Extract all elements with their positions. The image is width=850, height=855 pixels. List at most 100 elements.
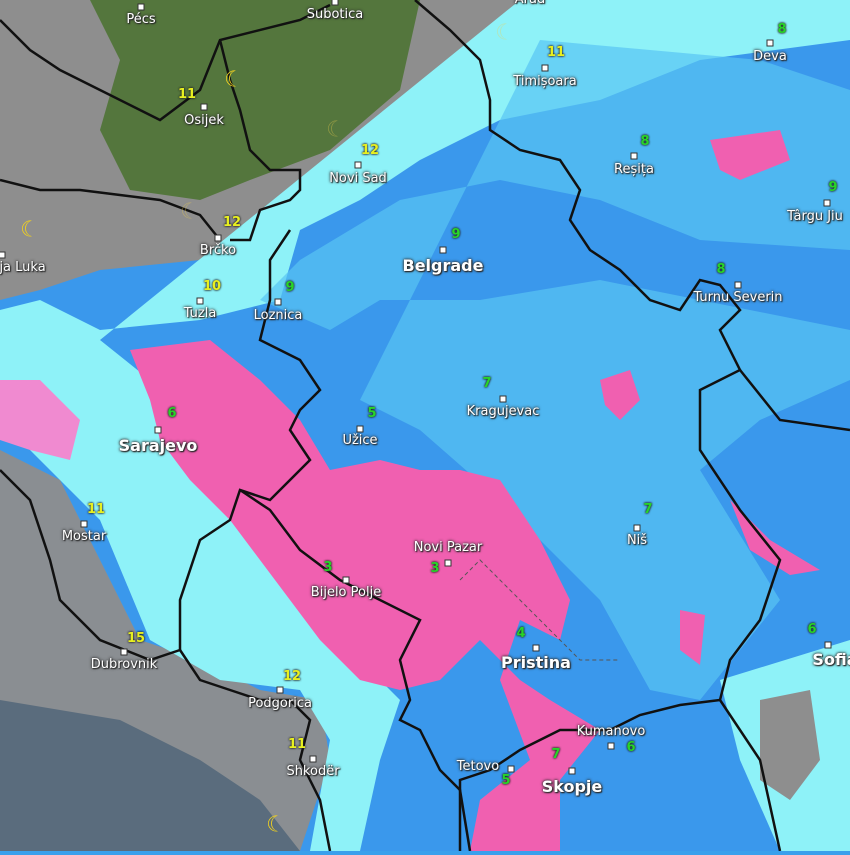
moon-icon: ☾ xyxy=(20,217,40,243)
city-label[interactable]: Niš xyxy=(626,533,648,548)
temperature-label: 3 xyxy=(323,560,333,575)
city-marker[interactable] xyxy=(354,161,362,169)
city-label[interactable]: Deva xyxy=(753,49,787,64)
city-marker[interactable] xyxy=(823,199,831,207)
snow-3 xyxy=(710,130,790,180)
city-marker[interactable] xyxy=(356,425,364,433)
city-marker[interactable] xyxy=(824,641,832,649)
city-label[interactable]: Novi Pazar xyxy=(413,540,483,555)
temperature-label: 12 xyxy=(222,215,242,230)
temperature-label: 7 xyxy=(482,376,492,391)
temperature-label: 12 xyxy=(360,143,380,158)
city-marker[interactable] xyxy=(200,103,208,111)
temperature-label: 11 xyxy=(177,87,197,102)
temperature-label: 11 xyxy=(86,502,106,517)
temperature-label: 6 xyxy=(807,622,817,637)
city-label[interactable]: Banja Luka xyxy=(0,260,46,275)
city-marker[interactable] xyxy=(331,0,339,6)
city-label[interactable]: Dubrovnik xyxy=(90,657,158,672)
moon-icon: ☾ xyxy=(495,20,515,46)
city-label[interactable]: Tuzla xyxy=(183,306,217,321)
city-label[interactable]: Novi Sad xyxy=(329,171,387,186)
city-marker[interactable] xyxy=(0,251,6,259)
city-label[interactable]: Turnu Severin xyxy=(693,290,783,305)
city-marker[interactable] xyxy=(630,152,638,160)
city-marker[interactable] xyxy=(154,426,162,434)
temperature-label: 8 xyxy=(777,22,787,37)
temperature-label: 9 xyxy=(828,180,838,195)
snow-4 xyxy=(600,370,640,420)
city-label[interactable]: Mostar xyxy=(61,529,107,544)
city-marker[interactable] xyxy=(342,576,350,584)
temperature-label: 7 xyxy=(643,502,653,517)
temperature-label: 10 xyxy=(202,279,222,294)
city-marker[interactable] xyxy=(532,644,540,652)
city-label[interactable]: Timișoara xyxy=(513,74,577,89)
temperature-label: 6 xyxy=(167,406,177,421)
moon-icon: ☾ xyxy=(224,67,244,93)
temperature-label: 15 xyxy=(126,631,146,646)
city-label[interactable]: Brčko xyxy=(199,243,237,258)
city-marker[interactable] xyxy=(607,742,615,750)
snow-1 xyxy=(130,340,600,851)
temperature-label: 5 xyxy=(501,773,511,788)
city-label[interactable]: Skopje xyxy=(541,777,603,796)
city-marker[interactable] xyxy=(309,755,317,763)
city-label[interactable]: Reșița xyxy=(614,162,654,177)
city-label[interactable]: Belgrade xyxy=(402,256,484,275)
city-label[interactable]: Podgorica xyxy=(248,696,312,711)
city-label[interactable]: Kragujevac xyxy=(466,404,540,419)
moon-icon: ☾ xyxy=(266,812,286,838)
temperature-label: 5 xyxy=(367,406,377,421)
city-marker[interactable] xyxy=(541,64,549,72)
city-marker[interactable] xyxy=(274,298,282,306)
city-label[interactable]: Târgu Jiu xyxy=(787,209,843,224)
city-marker[interactable] xyxy=(499,395,507,403)
city-marker[interactable] xyxy=(196,297,204,305)
city-label[interactable]: Shkodër xyxy=(286,764,340,779)
city-label[interactable]: Osijek xyxy=(184,113,224,128)
snow-6 xyxy=(680,610,705,665)
city-marker[interactable] xyxy=(276,686,284,694)
city-marker[interactable] xyxy=(120,648,128,656)
city-label[interactable]: Tetovo xyxy=(456,759,500,774)
city-label[interactable]: Subotica xyxy=(306,7,364,22)
city-marker[interactable] xyxy=(507,765,515,773)
city-marker[interactable] xyxy=(734,281,742,289)
city-marker[interactable] xyxy=(214,234,222,242)
city-marker[interactable] xyxy=(568,767,576,775)
city-marker[interactable] xyxy=(444,559,452,567)
snow-2 xyxy=(0,380,80,460)
city-label[interactable]: Arad xyxy=(515,0,545,7)
moon-icon: ☾ xyxy=(180,199,200,225)
city-marker[interactable] xyxy=(633,524,641,532)
moon-icon: ☾ xyxy=(326,117,346,143)
temperature-label: 9 xyxy=(285,280,295,295)
city-label[interactable]: Kumanovo xyxy=(576,724,646,739)
city-label[interactable]: Užice xyxy=(342,433,378,448)
temperature-label: 7 xyxy=(551,747,561,762)
temperature-label: 12 xyxy=(282,669,302,684)
city-marker[interactable] xyxy=(137,3,145,11)
city-label[interactable]: Sofia xyxy=(812,650,850,669)
temperature-label: 9 xyxy=(451,227,461,242)
green-land xyxy=(90,0,420,200)
city-marker[interactable] xyxy=(439,246,447,254)
city-marker[interactable] xyxy=(766,39,774,47)
city-marker[interactable] xyxy=(80,520,88,528)
dark-clouds-sw xyxy=(0,700,300,851)
city-label[interactable]: Bijelo Polje xyxy=(310,585,382,600)
city-label[interactable]: Pécs xyxy=(126,12,156,27)
temperature-label: 8 xyxy=(716,262,726,277)
province-borders xyxy=(459,559,620,661)
city-label[interactable]: Sarajevo xyxy=(118,436,198,455)
city-label[interactable]: Loznica xyxy=(253,308,303,323)
temperature-label: 3 xyxy=(430,561,440,576)
city-label[interactable]: Pristina xyxy=(501,653,571,672)
moderate-precip xyxy=(260,40,850,700)
temperature-label: 11 xyxy=(546,45,566,60)
